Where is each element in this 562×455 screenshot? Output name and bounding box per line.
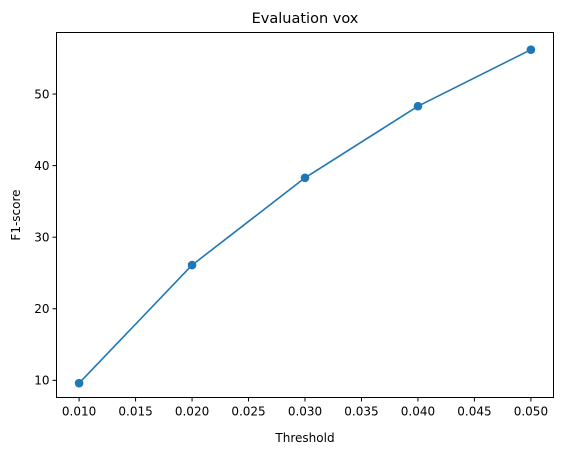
x-axis: 0.010 0.015 0.020 0.025 0.030 0.035 0.040 0.045… — [62, 397, 548, 419]
y-tick-label: 30 — [34, 230, 49, 244]
y-axis: 10 20 30 40 50 — [34, 87, 57, 388]
y-tick-label: 20 — [34, 302, 49, 316]
x-tick-label: 0.010 — [62, 405, 96, 419]
x-tick-label: 0.030 — [288, 405, 322, 419]
data-point — [74, 378, 84, 388]
data-point — [526, 45, 536, 54]
data-point — [187, 260, 197, 270]
x-axis-label: Threshold — [274, 431, 334, 445]
data-point — [413, 101, 423, 111]
x-tick-label: 0.050 — [514, 405, 548, 419]
y-axis-label: F1-score — [9, 189, 23, 240]
chart-title: Evaluation vox — [252, 11, 359, 27]
plot-frame — [56, 32, 554, 398]
x-tick-label: 0.040 — [401, 405, 435, 419]
y-tick-label: 10 — [34, 374, 49, 388]
y-tick-label: 50 — [34, 87, 49, 101]
series-line — [78, 48, 532, 384]
x-tick-label: 0.015 — [118, 405, 152, 419]
x-tick-label: 0.020 — [175, 405, 209, 419]
data-point — [300, 173, 310, 183]
x-tick-label: 0.025 — [231, 405, 265, 419]
series-layer — [74, 45, 536, 388]
x-tick-label: 0.045 — [457, 405, 491, 419]
y-tick-label: 40 — [34, 159, 49, 173]
plot-area: 0.010 0.015 0.020 0.025 0.030 0.035 0.040 0.045… — [34, 32, 554, 419]
x-tick-label: 0.035 — [344, 405, 378, 419]
